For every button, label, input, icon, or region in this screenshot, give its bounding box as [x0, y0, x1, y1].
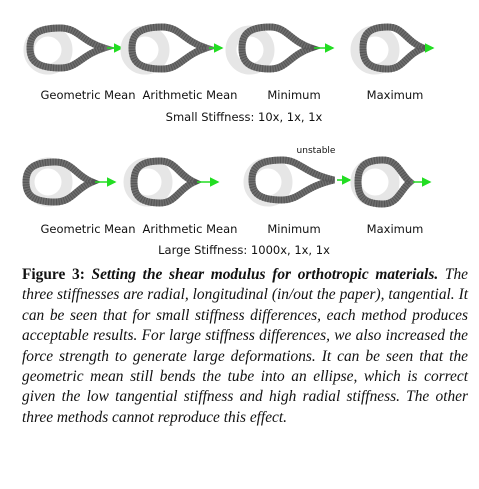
tube-mesh [130, 157, 203, 207]
panel-label-minimum-large: Minimum [267, 222, 321, 236]
panel-label-arithmetic-mean-small: Arithmetic Mean [142, 88, 238, 102]
caption-title: Setting the shear modulus for orthotropi… [91, 266, 439, 283]
tube-minimum-large [243, 156, 352, 207]
tube-geometric-mean-small [23, 24, 124, 75]
annotation-unstable: unstable [296, 146, 336, 156]
tube-mesh [128, 23, 218, 73]
figure-caption: Figure 3: Setting the shear modulus for … [22, 265, 468, 428]
tube-geometric-mean-large [22, 157, 117, 207]
deformed-tube [26, 24, 117, 72]
row-subtitle-large-stiffness: Large Stiffness: 1000x, 1x, 1x [158, 243, 330, 257]
figure-3: Geometric Mean Arithmetic Mean Minimum M… [22, 23, 435, 257]
panel-label-geometric-mean-large: Geometric Mean [40, 222, 136, 236]
deformed-tube [354, 156, 416, 208]
panel-label-maximum-small: Maximum [366, 88, 424, 102]
tube-maximum-small [350, 23, 435, 75]
tube-mesh [22, 158, 102, 206]
row-subtitle-small-stiffness: Small Stiffness: 10x, 1x, 1x [165, 110, 323, 124]
tube-minimum-small [225, 23, 335, 75]
tube-mesh [238, 23, 322, 73]
panel-label-maximum-large: Maximum [366, 222, 424, 236]
panel-label-minimum-small: Minimum [267, 88, 321, 102]
deformed-tube [248, 156, 335, 204]
figure-graphic [22, 23, 435, 208]
tube-maximum-large [350, 156, 432, 208]
deformed-tube [238, 23, 322, 73]
caption-text: The three stiffnesses are radial, longit… [22, 266, 468, 426]
tube-arithmetic-mean-large [123, 157, 220, 207]
caption-label: Figure 3: [22, 266, 85, 283]
panel-label-geometric-mean-small: Geometric Mean [40, 88, 136, 102]
panel-label-arithmetic-mean-large: Arithmetic Mean [142, 222, 238, 236]
tube-mesh [359, 23, 433, 73]
tube-arithmetic-mean-small [120, 23, 224, 75]
